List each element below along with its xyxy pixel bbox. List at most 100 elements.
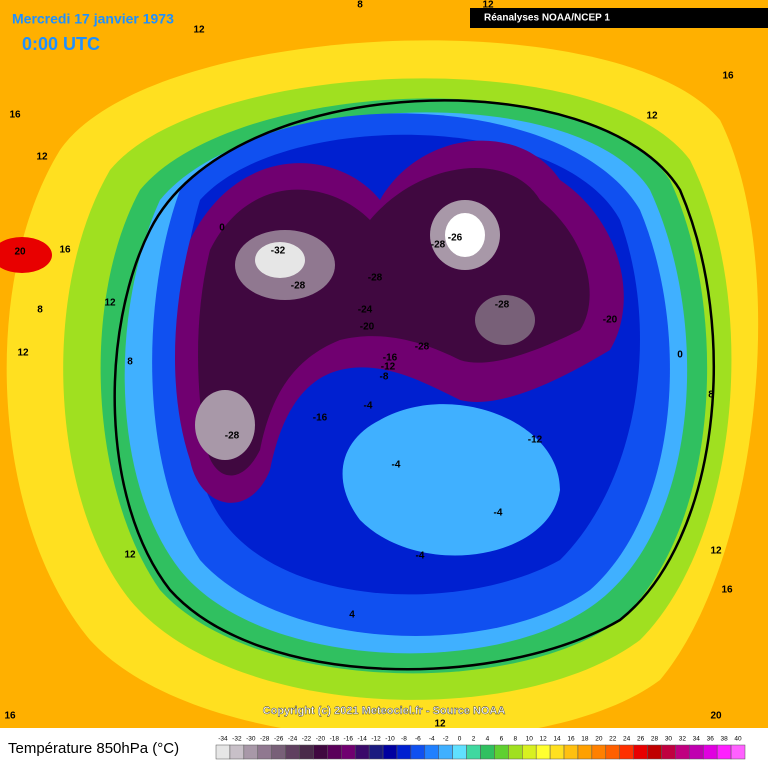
contour-label: -32 <box>271 246 286 257</box>
legend-swatch <box>619 744 634 760</box>
legend-tick-label: 4 <box>486 736 490 743</box>
contour-label: -20 <box>603 315 618 326</box>
legend-swatch <box>313 744 328 760</box>
legend-swatch <box>382 744 398 760</box>
contour-label: 16 <box>722 71 734 82</box>
contour-label: -28 <box>291 281 306 292</box>
legend-swatch <box>271 744 286 760</box>
legend-swatch <box>480 744 495 760</box>
legend-tick-label: -14 <box>357 736 367 743</box>
contour-label: -28 <box>225 431 240 442</box>
contour-label: -26 <box>448 233 463 244</box>
legend-tick-label: 24 <box>623 736 631 743</box>
legend-tick-label: 38 <box>721 736 729 743</box>
legend-swatch <box>563 744 579 760</box>
contour-label: -28 <box>431 240 446 251</box>
contour-label: 12 <box>36 152 48 163</box>
legend-tick-label: 10 <box>526 736 534 743</box>
legend-colorbar: -34 -32 -30 -28 -26 -24 -22 -20 -18 -16 -14 -12 -10-… <box>215 736 746 760</box>
contour-label: -16 <box>313 413 328 424</box>
legend-tick-label: -4 <box>429 736 435 743</box>
legend-tick-label: -12 <box>371 736 381 743</box>
legend-tick-label: -26 <box>274 736 284 743</box>
contour-label: -28 <box>495 300 510 311</box>
legend-swatch <box>702 744 718 760</box>
source-label: Réanalyses NOAA/NCEP 1 <box>484 13 610 24</box>
legend-swatch <box>605 744 620 760</box>
legend-swatch <box>494 744 509 760</box>
legend-tick-label: -18 <box>330 736 340 743</box>
contour-label: 12 <box>193 25 205 36</box>
contour-label: 16 <box>59 245 71 256</box>
contour-label: -4 <box>364 401 373 412</box>
contour-label: -24 <box>358 305 373 316</box>
source-box <box>470 8 768 28</box>
legend-swatch <box>257 744 272 760</box>
legend-tick-label: -20 <box>316 736 326 743</box>
legend-swatch <box>452 744 467 760</box>
legend-tick-label: 6 <box>500 736 504 743</box>
legend-swatch <box>229 744 245 760</box>
contour-label: 12 <box>710 546 722 557</box>
contour-label: 8 <box>357 0 363 11</box>
map-date: Mercredi 17 janvier 1973 <box>12 11 174 27</box>
legend-swatch <box>243 744 259 760</box>
legend-tick-label: 30 <box>665 736 673 743</box>
contour-label: 20 <box>710 711 722 722</box>
legend-swatch <box>508 744 523 760</box>
contour-label: 8 <box>37 305 43 316</box>
legend-swatch <box>299 744 314 760</box>
legend-tick-label: 26 <box>637 736 645 743</box>
legend-swatch <box>716 744 732 760</box>
legend-swatch <box>368 744 384 760</box>
legend-swatch <box>438 744 453 760</box>
contour-label: 12 <box>104 298 116 309</box>
contour-label: 12 <box>646 111 658 122</box>
contour-label: -20 <box>360 322 375 333</box>
contour-label: 8 <box>127 357 133 368</box>
contour-label: -4 <box>392 460 401 471</box>
legend-tick-label: -28 <box>260 736 270 743</box>
legend-tick-label: 12 <box>540 736 548 743</box>
legend-swatch <box>466 744 481 760</box>
map-time: 0:00 UTC <box>22 34 100 54</box>
legend-swatch <box>661 744 676 760</box>
legend-swatch <box>341 744 356 760</box>
legend-title: Température 850hPa (°C) <box>8 740 179 757</box>
legend-tick-label: 0 <box>458 736 462 743</box>
contour-label: -16 <box>383 353 398 364</box>
legend-swatch <box>577 744 593 760</box>
legend-swatch <box>522 744 537 760</box>
legend-tick-label: 8 <box>513 736 517 743</box>
contour-label: 12 <box>434 719 446 730</box>
legend-tick-label: -16 <box>344 736 354 743</box>
contour-label: -12 <box>528 435 543 446</box>
legend-tick-label: 18 <box>581 736 589 743</box>
legend-tick-label: 40 <box>734 736 742 743</box>
contour-label: -4 <box>416 551 425 562</box>
contour-label: 12 <box>124 550 136 561</box>
legend-tick-label: -2 <box>443 736 449 743</box>
contour-label: 16 <box>4 711 16 722</box>
legend-tick-label: 20 <box>595 736 603 743</box>
legend-swatch <box>549 744 565 760</box>
legend-swatch <box>396 744 412 760</box>
legend-tick-label: -24 <box>288 736 298 743</box>
legend-tick-label: -22 <box>302 736 312 743</box>
legend-tick-label: -10 <box>385 736 395 743</box>
legend-tick-label: -34 <box>218 736 228 743</box>
contour-label: 16 <box>721 585 733 596</box>
legend-tick-label: -30 <box>246 736 256 743</box>
legend-swatch <box>215 744 231 760</box>
legend-swatch <box>689 744 704 760</box>
legend-swatch <box>647 744 662 760</box>
legend-tick-label: 32 <box>679 736 687 743</box>
legend-swatch <box>535 744 551 760</box>
contour-label: -28 <box>368 273 383 284</box>
contour-label: 0 <box>677 350 683 361</box>
legend-swatch <box>354 744 370 760</box>
contour-label: -28 <box>415 342 430 353</box>
contour-label: 12 <box>482 0 494 11</box>
